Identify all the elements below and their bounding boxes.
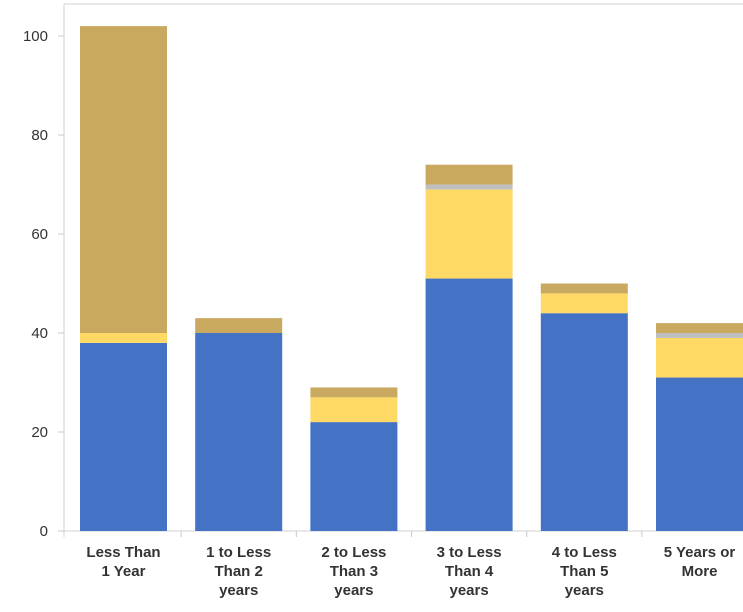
bar-segment: [195, 333, 283, 531]
bar-segment: [425, 164, 513, 185]
x-category-label-line: Than 4: [445, 563, 494, 580]
y-tick-label: 80: [31, 127, 48, 144]
bar-segment: [540, 313, 628, 531]
x-category-label-line: years: [334, 582, 373, 599]
bar-segment: [80, 342, 167, 531]
bar-segment: [425, 278, 513, 531]
y-tick-label: 40: [31, 325, 48, 342]
x-category-label-line: 1 to Less: [206, 544, 271, 561]
x-category-label-line: years: [449, 582, 488, 599]
x-category-label-line: Less Than: [86, 544, 160, 561]
y-tick-label: 20: [31, 424, 48, 441]
x-category-label-line: 1 Year: [102, 563, 146, 580]
x-category-label-line: 3 to Less: [437, 544, 502, 561]
bar-segment: [656, 333, 743, 338]
chart-axes: [58, 3, 743, 537]
x-category-label-line: years: [565, 582, 604, 599]
bar-segment: [656, 337, 743, 378]
y-tick-label: 0: [40, 523, 48, 540]
x-category-label-line: 2 to Less: [321, 544, 386, 561]
bar-segment: [425, 189, 513, 279]
x-category-label-line: years: [219, 582, 258, 599]
bar-segment: [310, 387, 398, 398]
bar-segment: [540, 283, 628, 294]
bar-segment: [656, 377, 743, 531]
x-category-label-line: More: [682, 563, 718, 580]
bar-segment: [195, 318, 283, 333]
bar-segment: [80, 26, 167, 333]
bar-segment: [310, 422, 398, 531]
bar-segment: [80, 333, 167, 343]
chart-labels: 0 20 40 60 80 100 Less Than 1 Year 1 to Less Than…: [23, 28, 735, 599]
y-tick-label: 100: [23, 28, 48, 45]
x-category-label-line: Than 3: [330, 563, 378, 580]
x-category-label: Less Than 1 Year: [86, 544, 160, 580]
x-category-label: 1 to Less Than 2 years: [206, 544, 271, 599]
x-category-label: 4 to Less Than 5 years: [552, 544, 617, 599]
x-category-label-line: Than 5: [560, 563, 608, 580]
x-category-label-line: 5 Years or: [664, 544, 736, 561]
y-tick-label: 60: [31, 226, 48, 243]
chart-bars: [80, 26, 743, 531]
x-category-label: 2 to Less Than 3 years: [321, 544, 386, 599]
bar-segment: [656, 323, 743, 333]
x-category-label-line: 4 to Less: [552, 544, 617, 561]
bar-segment: [310, 397, 398, 423]
bar-segment: [540, 293, 628, 314]
x-category-label: 5 Years or More: [664, 544, 736, 580]
x-category-label: 3 to Less Than 4 years: [437, 544, 502, 599]
bar-segment: [425, 184, 513, 190]
x-category-label-line: Than 2: [215, 563, 263, 580]
